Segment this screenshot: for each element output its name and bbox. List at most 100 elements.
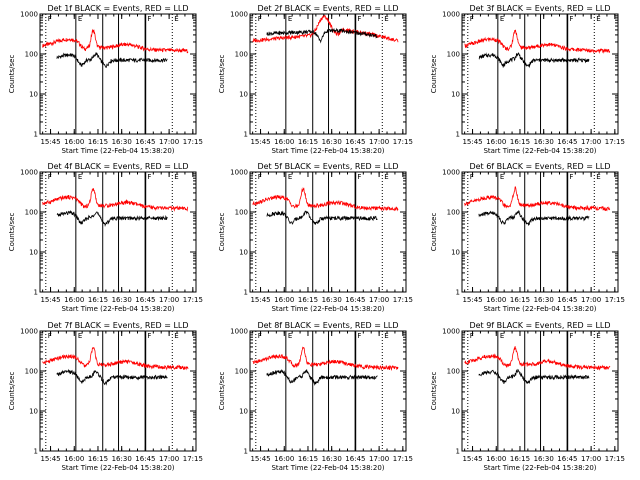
x-tick-label: 17:00 bbox=[159, 455, 179, 463]
x-tick-label: 15:45 bbox=[462, 138, 482, 146]
x-tick-label: 17:00 bbox=[369, 138, 389, 146]
x-tick-label: 16:45 bbox=[135, 455, 155, 463]
events-series-line bbox=[478, 52, 590, 69]
segment-marker: E bbox=[288, 173, 292, 181]
y-tick-label: 100 bbox=[447, 209, 460, 217]
panel-3: Det 3f BLACK = Events, RED = LLD 1 10 100 10… bbox=[430, 4, 625, 155]
y-tick-label: 1000 bbox=[442, 169, 460, 177]
y-tick-label: 1 bbox=[456, 289, 460, 297]
segment-marker: F bbox=[357, 15, 361, 23]
segment-marker: E bbox=[384, 332, 388, 340]
lld-series-line bbox=[464, 346, 611, 371]
segment-marker: E bbox=[174, 15, 178, 23]
segment-marker: F bbox=[48, 332, 52, 340]
x-tick-label: 16:30 bbox=[322, 455, 342, 463]
panel-5: Det 5f BLACK = Events, RED = LLD 1 10 100 10… bbox=[218, 162, 413, 313]
y-tick-label: 1000 bbox=[20, 169, 38, 177]
x-tick-label: 16:00 bbox=[486, 455, 506, 463]
x-axis-label: Start Time (22-Feb-04 15:38:20) bbox=[271, 305, 384, 313]
plot-frame bbox=[39, 171, 197, 293]
x-axis-label: Start Time (22-Feb-04 15:38:20) bbox=[61, 464, 174, 472]
x-tick-label: 17:15 bbox=[183, 455, 203, 463]
y-axis-label: Counts/sec bbox=[8, 55, 16, 94]
x-tick-label: 16:00 bbox=[274, 296, 294, 304]
x-tick-label: 17:15 bbox=[183, 296, 203, 304]
x-tick-label: 15:45 bbox=[250, 455, 270, 463]
y-tick-label: 100 bbox=[25, 368, 38, 376]
y-tick-label: 100 bbox=[235, 368, 248, 376]
segment-marker: E bbox=[596, 15, 600, 23]
x-tick-label: 16:15 bbox=[298, 296, 318, 304]
y-tick-label: 1000 bbox=[20, 11, 38, 19]
segment-marker: E bbox=[174, 173, 178, 181]
x-tick-label: 16:30 bbox=[534, 455, 554, 463]
plot-frame bbox=[249, 13, 407, 135]
x-tick-label: 17:00 bbox=[581, 455, 601, 463]
panel-title: Det 9f BLACK = Events, RED = LLD bbox=[469, 321, 610, 330]
segment-marker: E bbox=[78, 332, 82, 340]
plot-frame bbox=[39, 13, 197, 135]
x-tick-label: 16:30 bbox=[534, 138, 554, 146]
segment-marker: E bbox=[596, 332, 600, 340]
panel-title: Det 1f BLACK = Events, RED = LLD bbox=[47, 4, 188, 13]
lld-series-line bbox=[42, 28, 189, 54]
x-tick-label: 16:00 bbox=[486, 296, 506, 304]
x-tick-label: 17:00 bbox=[581, 138, 601, 146]
x-tick-label: 16:15 bbox=[298, 455, 318, 463]
y-tick-label: 10 bbox=[451, 408, 460, 416]
panel-title: Det 6f BLACK = Events, RED = LLD bbox=[469, 162, 610, 171]
events-series-line bbox=[478, 368, 590, 385]
segment-marker: E bbox=[596, 173, 600, 181]
x-axis-label: Start Time (22-Feb-04 15:38:20) bbox=[61, 305, 174, 313]
y-tick-label: 1 bbox=[244, 448, 248, 456]
x-tick-label: 16:45 bbox=[135, 138, 155, 146]
panel-9: Det 9f BLACK = Events, RED = LLD 1 10 100 10… bbox=[430, 321, 625, 472]
x-tick-label: 16:15 bbox=[510, 296, 530, 304]
x-tick-label: 15:45 bbox=[250, 138, 270, 146]
events-series-line bbox=[56, 52, 168, 69]
y-tick-label: 10 bbox=[239, 408, 248, 416]
y-axis-label: Counts/sec bbox=[218, 213, 226, 252]
y-tick-label: 10 bbox=[239, 249, 248, 257]
plot-frame bbox=[249, 171, 407, 293]
x-tick-label: 16:45 bbox=[135, 296, 155, 304]
x-tick-label: 16:45 bbox=[345, 455, 365, 463]
segment-marker: F bbox=[258, 173, 262, 181]
x-tick-label: 16:30 bbox=[112, 138, 132, 146]
x-tick-label: 16:15 bbox=[298, 138, 318, 146]
segment-marker: F bbox=[48, 15, 52, 23]
y-tick-label: 1000 bbox=[230, 328, 248, 336]
segment-marker: F bbox=[258, 15, 262, 23]
x-tick-label: 16:15 bbox=[510, 455, 530, 463]
y-tick-label: 1 bbox=[34, 131, 38, 139]
x-tick-label: 17:00 bbox=[369, 296, 389, 304]
x-tick-label: 15:45 bbox=[462, 296, 482, 304]
y-tick-label: 10 bbox=[29, 249, 38, 257]
x-axis-label: Start Time (22-Feb-04 15:38:20) bbox=[483, 464, 596, 472]
y-axis-label: Counts/sec bbox=[8, 213, 16, 252]
segment-marker: E bbox=[500, 173, 504, 181]
segment-marker: F bbox=[357, 173, 361, 181]
x-tick-label: 16:00 bbox=[486, 138, 506, 146]
panel-6: Det 6f BLACK = Events, RED = LLD 1 10 100 10… bbox=[430, 162, 625, 313]
events-series-line bbox=[56, 368, 168, 386]
x-tick-label: 16:15 bbox=[88, 296, 108, 304]
y-tick-label: 10 bbox=[239, 91, 248, 99]
x-axis-label: Start Time (22-Feb-04 15:38:20) bbox=[271, 464, 384, 472]
y-tick-label: 10 bbox=[451, 91, 460, 99]
y-tick-label: 1000 bbox=[230, 169, 248, 177]
segment-marker: E bbox=[500, 15, 504, 23]
x-tick-label: 16:30 bbox=[322, 296, 342, 304]
x-tick-label: 15:45 bbox=[40, 138, 60, 146]
x-tick-label: 16:00 bbox=[274, 138, 294, 146]
y-tick-label: 1 bbox=[244, 289, 248, 297]
plot-frame bbox=[461, 330, 619, 452]
x-axis-label: Start Time (22-Feb-04 15:38:20) bbox=[483, 147, 596, 155]
segment-marker: E bbox=[174, 332, 178, 340]
y-tick-label: 100 bbox=[447, 51, 460, 59]
x-tick-label: 16:15 bbox=[510, 138, 530, 146]
events-series-line bbox=[266, 210, 378, 225]
y-tick-label: 1000 bbox=[442, 11, 460, 19]
panel-4: Det 4f BLACK = Events, RED = LLD 1 10 100 10… bbox=[8, 162, 203, 313]
y-axis-label: Counts/sec bbox=[430, 213, 438, 252]
